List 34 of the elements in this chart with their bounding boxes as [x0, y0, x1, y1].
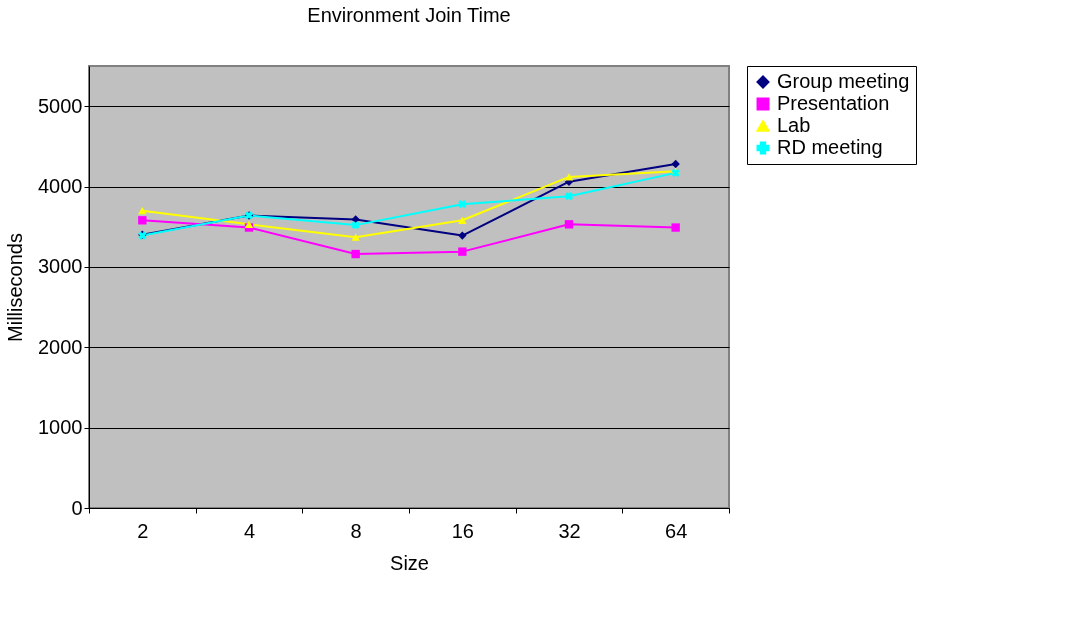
point — [458, 200, 467, 209]
point — [351, 249, 360, 259]
x-tick-label: 64 — [665, 519, 688, 542]
legend-label: RD meeting — [777, 136, 883, 158]
y-tick-label: 2000 — [38, 335, 83, 358]
y-tick-label: 3000 — [38, 255, 83, 278]
x-axis-title: Size — [390, 551, 429, 574]
x-tick-label: 16 — [451, 519, 474, 542]
legend-label: Lab — [777, 114, 811, 136]
y-tick-label: 0 — [71, 496, 83, 519]
point — [138, 207, 147, 215]
point — [564, 192, 574, 201]
x-tick-label: 8 — [350, 519, 362, 542]
point — [564, 220, 574, 229]
point — [351, 220, 360, 230]
point — [244, 220, 254, 228]
point — [138, 216, 147, 225]
point — [671, 223, 680, 232]
point — [671, 159, 680, 169]
chart-title: Environment Join Time — [307, 3, 511, 26]
legend-label: Presentation — [777, 92, 890, 114]
y-tick-label: 5000 — [38, 94, 83, 117]
y-tick-label: 4000 — [38, 175, 83, 198]
y-axis-title: Milliseconds — [4, 233, 27, 342]
point — [458, 216, 467, 224]
x-tick-label: 2 — [137, 519, 149, 542]
x-tick-label: 4 — [243, 519, 256, 542]
y-tick-label: 1000 — [38, 416, 83, 439]
point — [564, 173, 574, 181]
point — [458, 231, 467, 240]
x-tick-label: 32 — [558, 519, 581, 542]
legend-label: Group meeting — [777, 70, 910, 92]
point — [458, 247, 467, 256]
point — [351, 233, 360, 241]
